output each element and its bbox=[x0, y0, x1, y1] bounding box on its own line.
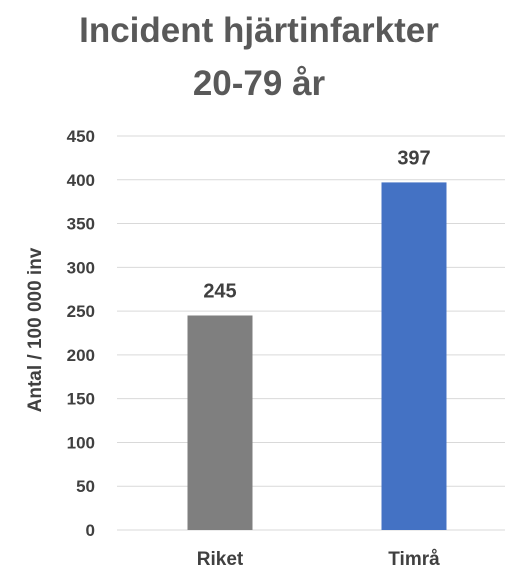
y-axis-ticks: 0 50 100 150 200 250 300 350 400 450 bbox=[67, 127, 95, 540]
y-tick-label: 150 bbox=[67, 390, 95, 409]
bar-timrå bbox=[381, 182, 447, 530]
y-tick-label: 300 bbox=[67, 258, 95, 277]
bar-riket bbox=[187, 315, 253, 530]
y-tick-label: 50 bbox=[76, 477, 95, 496]
y-tick-label: 0 bbox=[86, 521, 95, 540]
gridlines bbox=[117, 135, 505, 531]
y-tick-label: 350 bbox=[67, 215, 95, 234]
x-axis-categories: Riket Timrå bbox=[197, 549, 440, 570]
chart-title-line-1: Incident hjärtinfarkter bbox=[79, 11, 439, 50]
y-tick-label: 200 bbox=[67, 346, 95, 365]
chart-title: Incident hjärtinfarkter 20-79 år bbox=[0, 4, 518, 110]
data-label-timrå: 397 bbox=[397, 147, 430, 169]
y-axis-title: Antal / 100 000 inv bbox=[25, 247, 46, 412]
y-tick-label: 100 bbox=[67, 433, 95, 452]
data-labels: 245 397 bbox=[203, 147, 430, 302]
category-label-riket: Riket bbox=[197, 549, 244, 570]
y-tick-label: 400 bbox=[67, 171, 95, 190]
bars bbox=[187, 182, 447, 530]
y-tick-label: 450 bbox=[67, 127, 95, 146]
category-label-timrå: Timrå bbox=[388, 549, 440, 570]
y-tick-label: 250 bbox=[67, 302, 95, 321]
chart-title-line-2: 20-79 år bbox=[192, 64, 326, 103]
data-label-riket: 245 bbox=[203, 280, 236, 302]
